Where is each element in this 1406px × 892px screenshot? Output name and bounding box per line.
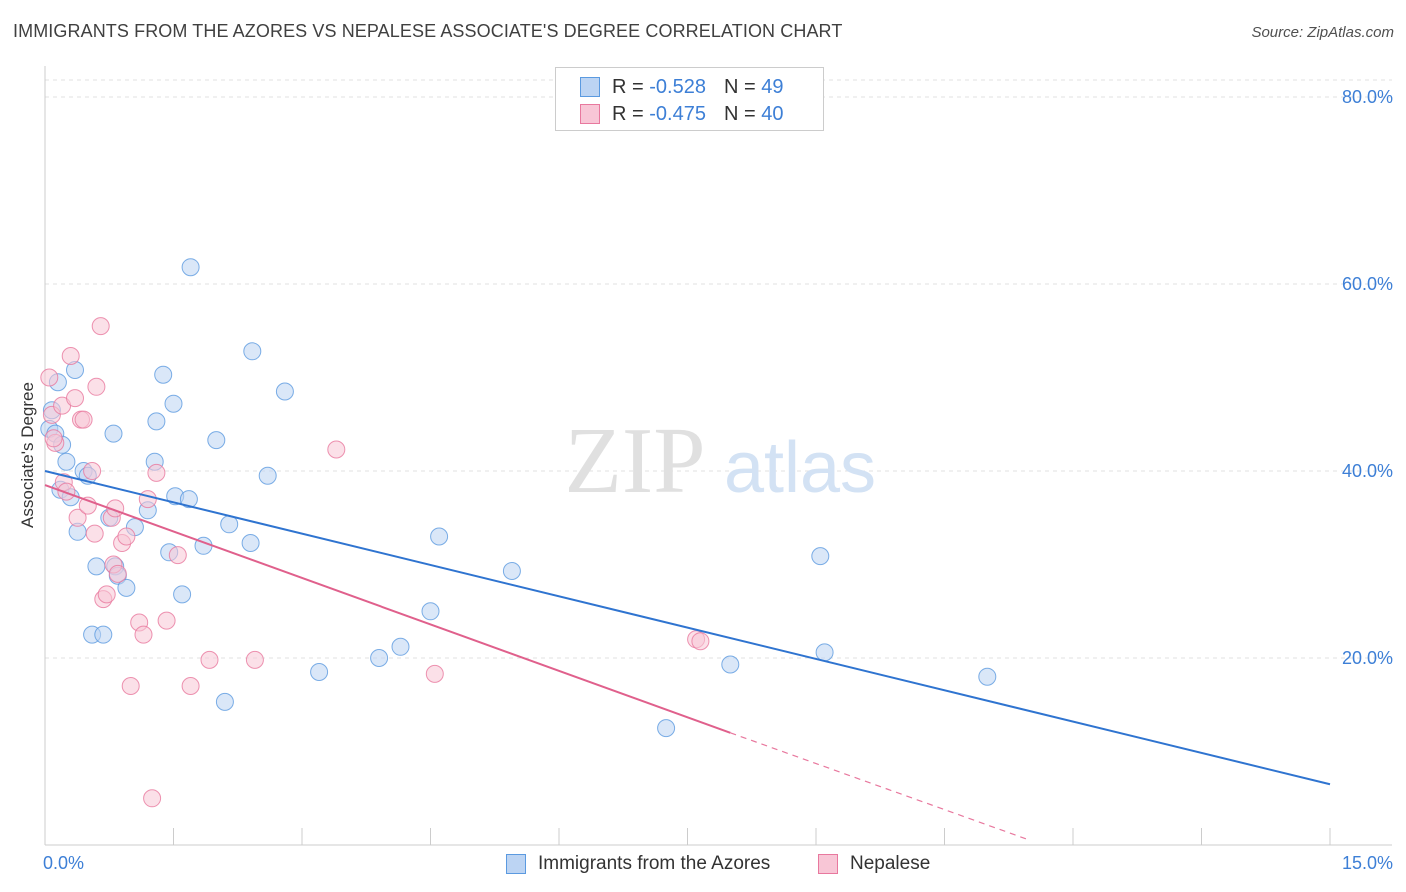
data-point-nepalese	[85, 524, 104, 543]
trend-lines	[44, 470, 1331, 841]
legend-swatch-azores	[580, 77, 600, 97]
legend-r-label: R =	[612, 102, 644, 125]
data-point-nepalese	[117, 527, 136, 546]
y-axis-label: Associate's Degree	[18, 382, 37, 528]
legend-r-label: R =	[612, 75, 644, 98]
data-point-nepalese	[97, 585, 116, 604]
data-point-nepalese	[87, 377, 106, 396]
legend-n-value: 49	[761, 75, 784, 98]
tick-labels: 20.0% 40.0% 60.0% 80.0% 0.0% 15.0%	[43, 87, 1393, 873]
data-point-azores	[147, 412, 166, 431]
data-point-azores	[87, 557, 106, 576]
data-point-nepalese	[147, 463, 166, 482]
data-point-azores	[275, 382, 294, 401]
y-tick-label: 80.0%	[1342, 87, 1393, 107]
data-point-nepalese	[157, 611, 176, 630]
legend-r-value: -0.475	[649, 102, 706, 125]
watermark-atlas: atlas	[724, 428, 876, 508]
grid-lines	[45, 79, 1392, 659]
bottom-legend-nepalese: Nepalese	[818, 852, 930, 876]
trend-line-nepalese	[44, 484, 731, 734]
data-point-azores	[179, 490, 198, 509]
data-point-nepalese	[74, 410, 93, 429]
bottom-legend-azores: Immigrants from the Azores	[506, 852, 770, 876]
data-point-nepalese	[66, 389, 84, 408]
data-point-azores	[978, 667, 997, 686]
y-tick-label: 60.0%	[1342, 274, 1393, 294]
data-point-azores	[117, 578, 136, 597]
data-point-azores	[241, 534, 260, 552]
trend-line-nepalese-extension	[730, 732, 1031, 841]
data-point-azores	[94, 625, 113, 644]
legend-row-nepalese: R = -0.475 N = 40	[580, 102, 783, 126]
legend-n-value: 40	[761, 102, 784, 125]
x-tick-label-max: 15.0%	[1342, 853, 1393, 873]
data-point-azores	[164, 394, 183, 413]
data-point-nepalese	[327, 440, 346, 459]
legend-r-value: -0.528	[649, 75, 706, 98]
data-point-nepalese	[40, 368, 59, 387]
data-point-azores	[657, 719, 676, 738]
watermark-zip: ZIP	[565, 409, 706, 513]
data-point-azores	[104, 424, 123, 443]
data-point-nepalese	[138, 490, 157, 509]
data-point-azores	[207, 431, 226, 450]
data-point-azores	[811, 547, 830, 566]
data-point-nepalese	[68, 508, 87, 527]
source-label: Source: ZipAtlas.com	[1251, 24, 1394, 41]
bottom-legend-label-nepalese: Nepalese	[850, 853, 931, 874]
data-points	[40, 258, 997, 808]
data-point-azores	[721, 655, 740, 674]
data-point-nepalese	[168, 546, 187, 565]
data-point-nepalese	[121, 677, 140, 695]
data-point-nepalese	[83, 462, 102, 480]
data-point-nepalese	[61, 347, 80, 365]
data-point-azores	[391, 637, 410, 656]
bottom-legend-swatch-azores	[506, 854, 526, 874]
data-point-azores	[243, 342, 262, 361]
data-point-nepalese	[44, 429, 63, 448]
data-point-nepalese	[134, 625, 153, 644]
axes	[44, 66, 1392, 846]
data-point-nepalese	[245, 650, 264, 669]
bottom-legend-swatch-nepalese	[818, 854, 838, 874]
data-point-nepalese	[181, 677, 200, 695]
data-point-azores	[173, 585, 192, 604]
x-tick-label-min: 0.0%	[43, 853, 84, 873]
stats-legend: R = -0.528 N = 49 R = -0.475 N = 40	[555, 67, 824, 131]
data-point-azores	[258, 466, 277, 485]
data-point-azores	[430, 527, 449, 546]
data-point-azores	[154, 365, 173, 384]
data-point-azores	[181, 258, 200, 277]
data-point-nepalese	[91, 317, 110, 336]
data-point-azores	[310, 663, 329, 681]
data-point-nepalese	[108, 564, 127, 583]
data-point-nepalese	[57, 482, 76, 501]
trend-line-azores	[44, 470, 1331, 786]
data-point-azores	[502, 562, 521, 580]
data-point-azores	[815, 643, 834, 662]
y-tick-label: 40.0%	[1342, 461, 1393, 481]
legend-n-label: N =	[723, 102, 756, 125]
data-point-nepalese	[143, 789, 162, 808]
legend-n-label: N =	[723, 75, 756, 98]
watermark: ZIP atlas	[565, 409, 877, 513]
data-point-nepalese	[200, 650, 219, 669]
data-point-nepalese	[691, 632, 710, 651]
data-point-azores	[421, 602, 440, 621]
legend-row-azores: R = -0.528 N = 49	[580, 75, 783, 99]
chart-title: IMMIGRANTS FROM THE AZORES VS NEPALESE A…	[13, 21, 843, 41]
data-point-azores	[370, 649, 389, 667]
data-point-azores	[57, 452, 76, 471]
legend-swatch-nepalese	[580, 104, 600, 124]
y-tick-label: 20.0%	[1342, 648, 1393, 668]
bottom-legend-label-azores: Immigrants from the Azores	[538, 853, 771, 874]
data-point-nepalese	[425, 664, 444, 683]
data-point-azores	[215, 692, 234, 711]
